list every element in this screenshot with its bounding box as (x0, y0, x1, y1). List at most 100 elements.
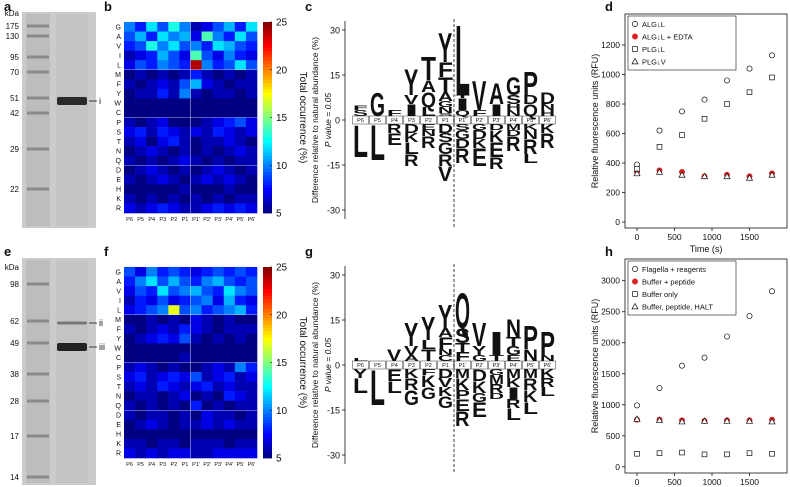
heatmap-cell (124, 314, 136, 325)
logo-letter: L (387, 379, 402, 397)
marker-band (27, 70, 49, 74)
colorbar-step (263, 28, 272, 32)
logo-letter: L (404, 140, 419, 158)
position-box (471, 115, 488, 125)
logo-letter: L (455, 6, 470, 117)
colorbar-step (263, 25, 272, 29)
heatmap-cell (190, 127, 202, 137)
heatmap-cell (168, 165, 180, 176)
heatmap-cell (201, 174, 213, 185)
colorbar-step (263, 79, 272, 83)
colorbar-step (263, 384, 272, 389)
position-box (522, 360, 539, 370)
colorbar-step (263, 340, 272, 344)
heatmap-cell (124, 267, 136, 277)
y-tick-label: 800 (606, 99, 620, 109)
data-point (724, 77, 730, 84)
heatmap-cell (201, 448, 213, 459)
colorbar-step (263, 270, 272, 274)
y-axis-label: Relative fluorescence units (RFU) (590, 299, 600, 434)
y-tick-label: -30 (327, 451, 340, 461)
heatmap-cell (223, 372, 236, 382)
heatmap-cell (223, 314, 236, 325)
heatmap-cell (223, 343, 236, 354)
logo-letter: T (489, 353, 504, 363)
heatmap-cell (146, 79, 158, 90)
heatmap-cell (168, 410, 180, 421)
gel-unit: kDa (5, 9, 20, 18)
heatmap-cell (212, 193, 225, 204)
heatmap-cell (234, 22, 247, 32)
heatmap-cell (179, 333, 191, 344)
logo-letter: Y (438, 298, 453, 335)
heatmap-cell (212, 448, 225, 459)
position-box (437, 115, 454, 125)
colorbar-step (263, 127, 272, 131)
heatmap-cell (245, 343, 258, 354)
logo-letter: L (523, 400, 538, 418)
heatmap-cell (223, 295, 236, 306)
heatmap-cell (234, 69, 247, 80)
heatmap-cell (245, 429, 258, 440)
heatmap-cell (201, 146, 213, 156)
colorbar-step (263, 47, 272, 52)
heatmap-cell (201, 22, 213, 32)
heatmap-cell (135, 41, 147, 51)
data-point (724, 451, 730, 458)
colorbar-step (263, 181, 272, 185)
heatmap-cell (212, 276, 225, 287)
logo-letter: Q (421, 89, 436, 112)
heatmap-cell (124, 88, 136, 99)
heatmap-cell (245, 391, 258, 401)
heatmap-cell (157, 391, 169, 401)
heatmap-cell (245, 333, 258, 344)
heatmap-cell (157, 419, 169, 430)
heatmap-cell (245, 295, 258, 306)
colorbar-step (263, 410, 272, 414)
marker-label: 17 (10, 432, 19, 441)
heatmap-cell (168, 362, 180, 373)
band-label: iii (99, 342, 105, 352)
heatmap-cell (124, 117, 136, 128)
gel-lane (26, 260, 50, 483)
data-point (768, 171, 776, 178)
logo-letter: L (370, 116, 385, 172)
heatmap-cell (135, 276, 147, 287)
logo-letter: A (438, 325, 453, 340)
colorbar-step (263, 193, 272, 198)
position-box (539, 360, 556, 370)
x-tick-label: 1500 (740, 232, 759, 242)
colorbar-step (263, 311, 272, 316)
data-point (656, 450, 663, 456)
marker-band (27, 434, 49, 438)
heatmap-cell (223, 429, 236, 440)
row-label: V (116, 288, 121, 295)
marker-band (27, 34, 49, 38)
heatmap-cell (146, 400, 158, 411)
panel-label: a (4, 0, 12, 14)
colorbar-step (263, 391, 272, 395)
logo-letter: G (472, 354, 487, 363)
row-label: E (116, 177, 121, 184)
heatmap-cell (190, 276, 202, 287)
heatmap-cell (135, 22, 147, 32)
colorbar-tick-label: 5 (276, 209, 282, 220)
y-tick-label: -15 (327, 406, 340, 416)
marker-band (27, 319, 49, 323)
column-label: P1 (182, 462, 189, 468)
row-label: I (119, 298, 121, 305)
heatmap-cell (179, 410, 191, 421)
heatmap-cell (135, 174, 147, 185)
logo-letter: D (472, 366, 487, 385)
position-box (369, 360, 386, 370)
position-label: P6' (544, 118, 552, 124)
heatmap-cell (223, 155, 236, 166)
logo-letter: E (472, 398, 487, 422)
logo-letter: G (506, 344, 521, 358)
row-label: R (116, 206, 121, 213)
logo-letter: R (489, 154, 503, 173)
heatmap-cell (179, 419, 191, 430)
heatmap-cell (223, 22, 236, 32)
y-tick-label: 30 (330, 271, 340, 281)
logo-letter: F (455, 350, 470, 364)
